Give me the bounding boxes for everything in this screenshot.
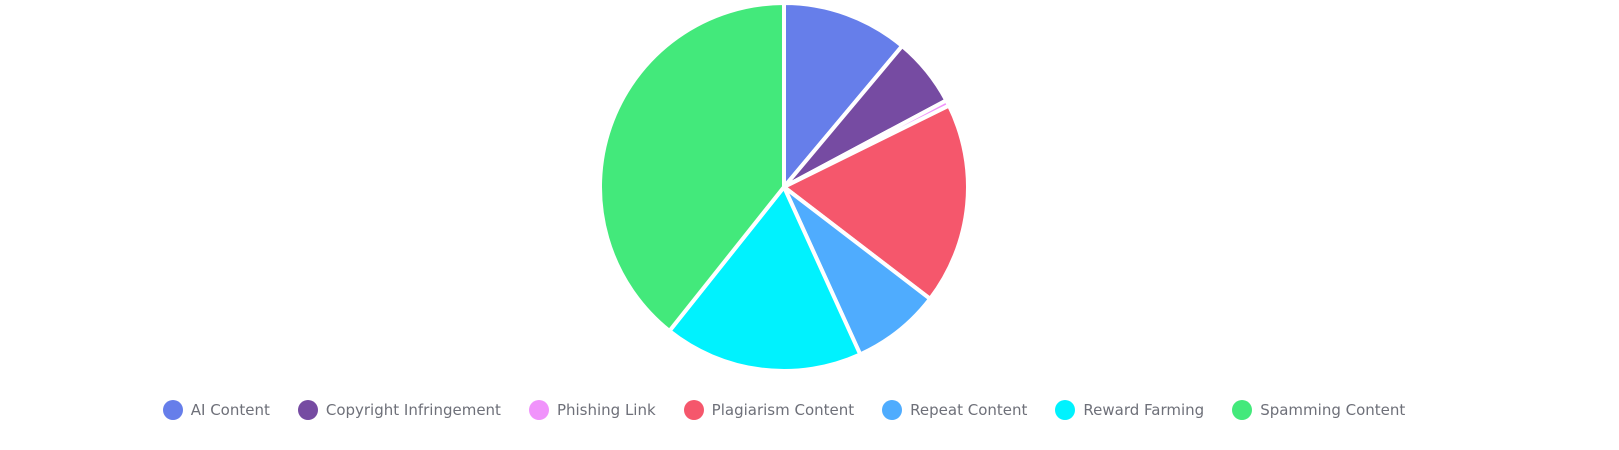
legend-marker-icon [1232, 400, 1253, 420]
pie-slice-reward-farming[interactable] [667, 185, 863, 373]
legend-marker-icon [297, 400, 318, 420]
legend-label: Phishing Link [556, 401, 656, 419]
legend-marker-icon [1055, 400, 1076, 420]
legend-item-plagiarism-content[interactable]: Plagiarism Content [683, 400, 855, 420]
legend: AI Content Copyright Infringement Phishing… [0, 400, 1568, 420]
pie-slice-spamming-content[interactable] [598, 1, 786, 333]
legend-label: Repeat Content [910, 401, 1028, 419]
legend-item-spamming-content[interactable]: Spamming Content [1232, 400, 1405, 420]
legend-label: Reward Farming [1083, 401, 1205, 419]
legend-item-copyright-infringement[interactable]: Copyright Infringement [297, 400, 501, 420]
legend-item-repeat-content[interactable]: Repeat Content [882, 400, 1027, 420]
legend-label: Spamming Content [1260, 401, 1406, 419]
pie-chart [598, 1, 970, 373]
legend-item-phishing-link[interactable]: Phishing Link [528, 400, 656, 420]
legend-label: Plagiarism Content [711, 401, 855, 419]
legend-marker-icon [528, 400, 549, 420]
legend-marker-icon [683, 400, 704, 420]
legend-item-reward-farming[interactable]: Reward Farming [1055, 400, 1204, 420]
legend-item-ai-content[interactable]: AI Content [162, 400, 270, 420]
legend-marker-icon [162, 400, 183, 420]
legend-label: AI Content [190, 401, 270, 419]
pie-slice-ai-content[interactable] [782, 1, 905, 189]
pie-slice-plagiarism-content[interactable] [782, 103, 970, 301]
legend-label: Copyright Infringement [325, 401, 501, 419]
legend-marker-icon [882, 400, 903, 420]
